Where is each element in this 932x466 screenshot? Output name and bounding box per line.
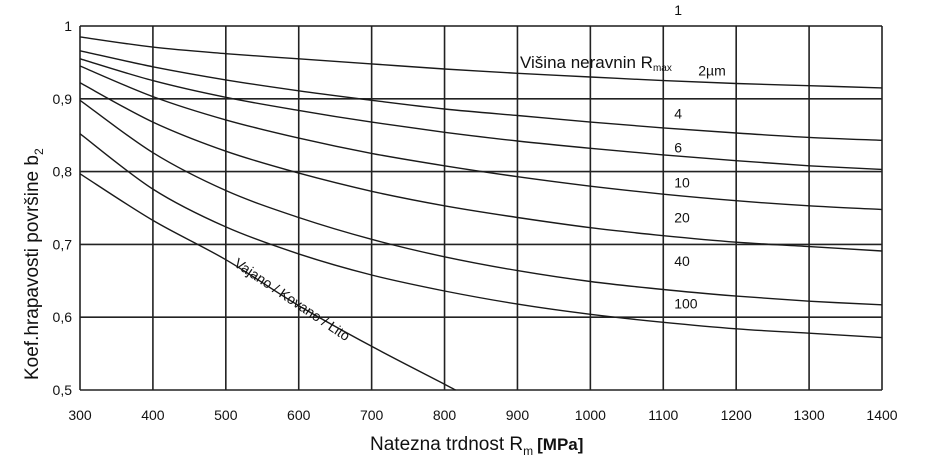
series-line [79,99,883,306]
x-tick-label: 1100 [648,407,678,423]
x-tick-label: 600 [287,407,311,423]
x-tick-label: 500 [214,407,238,423]
x-axis-unit: [MPa] [537,435,583,454]
series-label: 6 [674,140,682,156]
x-tick-label: 700 [360,407,384,423]
series-label: Vajano / Kovano / Lito [231,255,353,344]
y-tick-label: 0,9 [53,91,73,107]
annotation-subscript: max [653,63,672,74]
y-axis-title: Koef.hrapavosti površine b2 [22,148,46,380]
x-tick-label: 1000 [575,407,606,423]
series-line [79,173,456,391]
series-line [79,58,883,171]
y-tick-label: 0,5 [53,382,73,398]
y-tick-label: 0,7 [53,236,73,252]
y-tick-label: 1 [64,18,72,34]
series-label: 40 [674,253,690,269]
x-axis-title: Natezna trdnost Rm [MPa] [370,434,583,458]
series-line [79,82,883,252]
grid [79,26,883,391]
x-tick-label: 300 [68,407,92,423]
y-tick-label: 0,8 [53,164,73,180]
x-tick-label: 400 [141,407,165,423]
series-line [79,65,883,211]
series-label: 100 [674,295,698,311]
series-label: 1 [674,2,682,18]
x-tick-label: 1200 [721,407,752,423]
series-line [79,133,883,339]
series-label: 20 [674,210,690,226]
x-tick-label: 800 [433,407,457,423]
series-label: 4 [674,105,682,121]
series-line [79,50,883,141]
curves [79,25,883,391]
y-tick-label: 0,6 [53,309,73,325]
x-tick-label: 1400 [866,407,897,423]
series-label: 10 [674,175,690,191]
series-label: 2µm [698,63,726,79]
x-axis-subscript: m [523,444,533,458]
y-axis-subscript: 2 [32,148,46,155]
annotation-label: Višina neravnin Rmax [520,53,672,74]
x-tick-label: 900 [506,407,530,423]
tick-labels: 300 400 500 600 700 800 900 1000 1100 1200 1300 140… [53,18,898,423]
x-tick-label: 1300 [794,407,825,423]
series-line [79,36,883,89]
